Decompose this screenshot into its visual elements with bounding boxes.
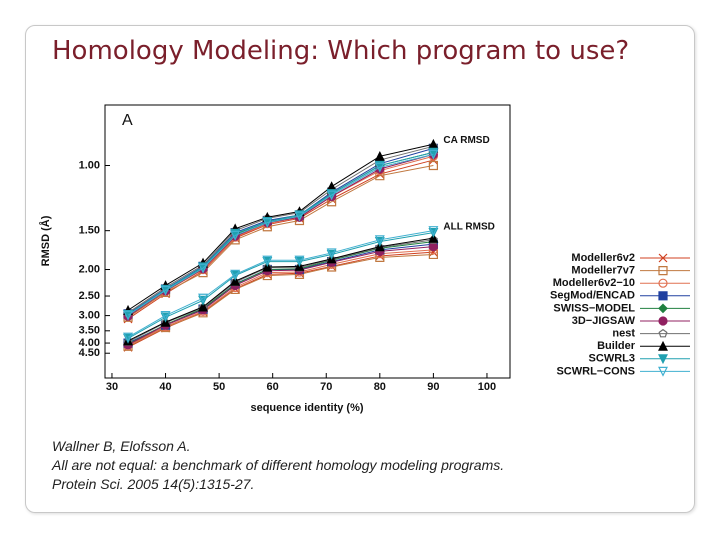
data-point [230,269,241,280]
y-tick-label: 3.50 [79,325,100,337]
legend-marker [658,278,668,288]
legend-label: nest [612,328,635,340]
series-line [127,153,434,317]
x-tick-label: 60 [267,381,279,393]
series-line [127,249,434,346]
y-tick-label: 4.50 [79,347,100,359]
slide-title: Homology Modeling: Which program to use? [52,36,630,66]
curve-label: CA RMSD [443,135,489,146]
y-tick-label: 1.00 [79,159,100,171]
x-axis-label: sequence identity (%) [250,402,363,414]
series-line [127,151,434,316]
x-tick-label: 40 [159,381,171,393]
curve-label: ALL RMSD [443,221,494,232]
plot-frame [104,104,511,379]
legend-marker [658,366,668,377]
y-axis-label: RMSD (Å) [39,215,52,266]
series-line [127,155,434,317]
data-point [230,275,241,286]
data-point [123,310,134,321]
data-point [198,301,209,312]
data-point [294,211,305,222]
citation-line: All are not equal: a benchmark of differ… [52,457,505,473]
series-line [127,243,434,344]
data-point [262,218,273,228]
data-point [428,232,439,243]
citation-line: Protein Sci. 2005 14(5):1315-27. [52,476,255,492]
series-line [127,151,434,315]
legend-marker [658,303,668,314]
legend-label: SegMod/ENCAD [550,290,635,302]
legend-marker [658,354,668,365]
legend-label: SWISS−MODEL [553,302,635,314]
series-line [127,153,434,316]
data-point [428,242,438,252]
legend-label: Builder [597,340,636,352]
legend-label: Modeller6v2 [571,252,635,264]
legend-marker [658,253,668,263]
series-line [127,230,434,338]
panel-label: A [122,112,133,129]
data-point [428,160,438,171]
legend-label: SCWRL3 [589,353,635,365]
data-point [374,162,385,173]
data-point [160,285,171,296]
y-tick-label: 2.50 [79,290,100,302]
data-point [198,263,209,274]
x-tick-label: 100 [478,381,496,393]
x-tick-label: 80 [374,381,386,393]
data-point [428,149,439,160]
legend-marker [658,340,668,351]
data-point [230,230,241,241]
legend-label: 3D−JIGSAW [572,315,636,327]
series-line [127,165,434,318]
legend-label: Modeller6v2−10 [553,277,635,289]
y-tick-label: 3.00 [79,310,100,322]
series-line [127,253,434,347]
y-tick-label: 4.00 [79,337,100,349]
data-point [262,255,273,266]
legend-marker [658,291,668,301]
y-tick-label: 1.50 [79,225,100,237]
x-tick-label: 70 [320,381,332,393]
data-point [326,190,337,201]
legend-label: Modeller7v7 [571,265,635,277]
legend-marker [658,328,668,338]
series-line [127,159,434,320]
slide-card [25,25,695,513]
legend-marker [658,266,668,276]
legend-marker [658,316,668,326]
data-point [326,248,337,259]
y-tick-label: 2.00 [79,263,100,275]
citation-line: Wallner B, Elofsson A. [52,438,191,454]
data-point [374,150,385,161]
x-tick-label: 30 [106,381,118,393]
data-point [294,255,305,266]
x-tick-label: 50 [213,381,225,393]
data-point [374,235,385,246]
data-point [428,226,439,237]
citation: Wallner B, Elofsson A. All are not equal… [52,437,504,494]
legend-label: SCWRL−CONS [556,365,635,377]
data-point [160,310,171,321]
data-point [198,293,209,304]
data-point [123,332,134,343]
x-tick-label: 90 [427,381,439,393]
